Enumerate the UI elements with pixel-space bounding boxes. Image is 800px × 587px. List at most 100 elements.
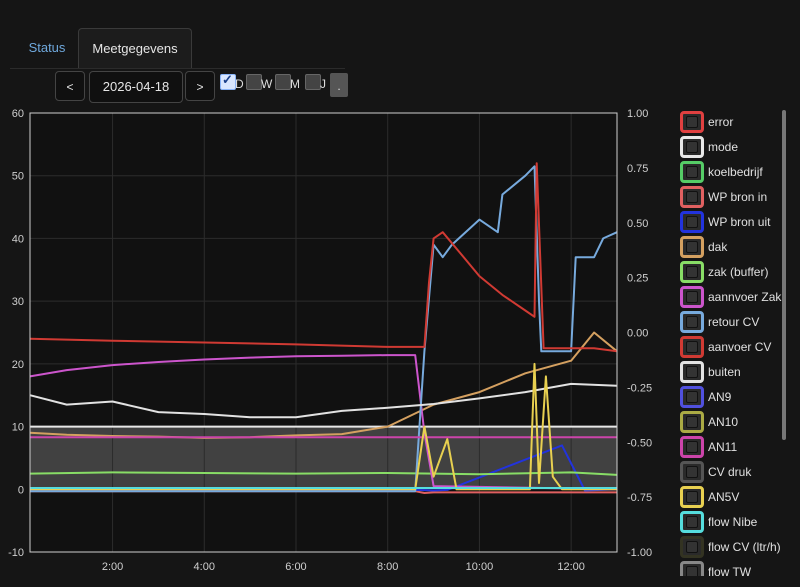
legend-item-retour-cv[interactable]: retour CV bbox=[680, 311, 790, 333]
legend-label: aanvoer CV bbox=[708, 340, 772, 354]
legend-item-flow-cv-ltr-h[interactable]: flow CV (ltr/h) bbox=[680, 536, 790, 558]
y-tick-left: 50 bbox=[12, 171, 24, 183]
legend-label: WP bron in bbox=[708, 190, 768, 204]
legend-label: flow TW bbox=[708, 565, 752, 576]
y-tick-left: -10 bbox=[8, 547, 24, 559]
legend-swatch bbox=[680, 136, 704, 158]
legend-item-dak[interactable]: dak bbox=[680, 236, 790, 258]
legend-label: mode bbox=[708, 140, 739, 154]
y-tick-right: -0.25 bbox=[627, 382, 652, 394]
legend-item-an10[interactable]: AN10 bbox=[680, 411, 790, 433]
legend-label: aannvoer Zak bbox=[708, 290, 782, 304]
legend-swatch bbox=[680, 261, 704, 283]
legend-swatch bbox=[680, 236, 704, 258]
legend-item-an11[interactable]: AN11 bbox=[680, 436, 790, 458]
prev-day-button[interactable]: < bbox=[55, 71, 85, 101]
series-line-aanvoer-cv bbox=[29, 162, 618, 353]
y-tick-right: 0.25 bbox=[627, 273, 648, 285]
tab-status[interactable]: Status bbox=[28, 40, 66, 55]
legend-label: flow Nibe bbox=[708, 515, 758, 529]
legend-item-flow-tw[interactable]: flow TW bbox=[680, 561, 790, 576]
legend-label: buiten bbox=[708, 365, 741, 379]
legend-label: AN10 bbox=[708, 415, 739, 429]
legend-item-koelbedrijf[interactable]: koelbedrijf bbox=[680, 161, 790, 183]
legend-swatch bbox=[680, 286, 704, 308]
period-checkbox-w[interactable] bbox=[246, 74, 262, 90]
legend-item-aanvoer-cv[interactable]: aanvoer CV bbox=[680, 336, 790, 358]
legend-swatch bbox=[680, 111, 704, 133]
x-tick: 6:00 bbox=[285, 561, 306, 573]
tab-meetgegevens[interactable]: Meetgegevens bbox=[78, 28, 192, 69]
series-line-zak-buffer bbox=[29, 471, 618, 476]
y-tick-right: 0.00 bbox=[627, 328, 648, 340]
y-tick-left: 20 bbox=[12, 359, 24, 371]
legend-label: CV druk bbox=[708, 465, 752, 479]
legend-label: AN11 bbox=[708, 440, 738, 454]
legend-swatch bbox=[680, 511, 704, 533]
legend-label: koelbedrijf bbox=[708, 165, 763, 179]
next-day-button[interactable]: > bbox=[185, 71, 215, 101]
y-tick-right: 1.00 bbox=[627, 108, 648, 120]
x-tick: 12:00 bbox=[557, 561, 585, 573]
y-tick-left: 0 bbox=[18, 484, 24, 496]
legend-item-aannvoer-zak[interactable]: aannvoer Zak bbox=[680, 286, 790, 308]
legend-label: error bbox=[708, 115, 734, 129]
x-tick: 10:00 bbox=[466, 561, 494, 573]
y-tick-right: -1.00 bbox=[627, 547, 652, 559]
legend-label: AN9 bbox=[708, 390, 732, 404]
legend-swatch bbox=[680, 536, 704, 558]
legend-swatch bbox=[680, 336, 704, 358]
series-line-an5v bbox=[30, 362, 617, 491]
legend-swatch bbox=[680, 211, 704, 233]
legend-swatch bbox=[680, 311, 704, 333]
y-tick-left: 60 bbox=[12, 108, 24, 120]
y-tick-right: 0.50 bbox=[627, 218, 648, 230]
options-button[interactable]: . bbox=[330, 73, 348, 97]
x-tick: 2:00 bbox=[102, 561, 123, 573]
legend-item-an9[interactable]: AN9 bbox=[680, 386, 790, 408]
legend-scrollbar[interactable] bbox=[782, 110, 786, 440]
y-tick-right: -0.50 bbox=[627, 437, 652, 449]
legend-item-mode[interactable]: mode bbox=[680, 136, 790, 158]
legend-swatch bbox=[680, 186, 704, 208]
legend-label: dak bbox=[708, 240, 728, 254]
legend-label: retour CV bbox=[708, 315, 760, 329]
period-label-d: D bbox=[235, 77, 244, 91]
legend-item-an5v[interactable]: AN5V bbox=[680, 486, 790, 508]
date-field[interactable]: 2026-04-18 bbox=[89, 71, 183, 103]
legend-label: flow CV (ltr/h) bbox=[708, 540, 781, 554]
period-checkbox-j[interactable] bbox=[305, 74, 321, 90]
tab-divider bbox=[10, 68, 345, 69]
legend-label: WP bron uit bbox=[708, 215, 771, 229]
legend-swatch bbox=[680, 486, 704, 508]
series-line-buiten bbox=[29, 382, 618, 419]
legend-swatch bbox=[680, 161, 704, 183]
legend-item-wp-bron-in[interactable]: WP bron in bbox=[680, 186, 790, 208]
legend-item-buiten[interactable]: buiten bbox=[680, 361, 790, 383]
y-tick-left: 10 bbox=[12, 422, 24, 434]
plot-border bbox=[29, 112, 618, 553]
period-label-w: W bbox=[261, 77, 273, 91]
legend-label: AN5V bbox=[708, 490, 740, 504]
legend-item-flow-nibe[interactable]: flow Nibe bbox=[680, 511, 790, 533]
y-tick-right: 0.75 bbox=[627, 163, 648, 175]
legend-item-cv-druk[interactable]: CV druk bbox=[680, 461, 790, 483]
legend-label: zak (buffer) bbox=[708, 265, 769, 279]
legend-swatch bbox=[680, 411, 704, 433]
legend-swatch bbox=[680, 561, 704, 576]
legend-item-zak-buffer[interactable]: zak (buffer) bbox=[680, 261, 790, 283]
legend-swatch bbox=[680, 386, 704, 408]
period-checkbox-d[interactable] bbox=[220, 72, 236, 90]
y-tick-right: -0.75 bbox=[627, 492, 652, 504]
legend-swatch bbox=[680, 361, 704, 383]
legend-item-wp-bron-uit[interactable]: WP bron uit bbox=[680, 211, 790, 233]
legend-swatch bbox=[680, 461, 704, 483]
legend-item-error[interactable]: error bbox=[680, 111, 790, 133]
chart-legend: error mode koelbedrijf WP bron in WP bron ui… bbox=[680, 111, 790, 576]
period-checkbox-m[interactable] bbox=[275, 74, 291, 90]
y-tick-left: 30 bbox=[12, 296, 24, 308]
legend-swatch bbox=[680, 436, 704, 458]
x-tick: 4:00 bbox=[194, 561, 215, 573]
line-chart: -10 0 10 20 30 40 50 60 2:00 4:00 6:00 8:00 10:00 12:… bbox=[8, 108, 652, 573]
period-label-j: J bbox=[320, 77, 326, 91]
